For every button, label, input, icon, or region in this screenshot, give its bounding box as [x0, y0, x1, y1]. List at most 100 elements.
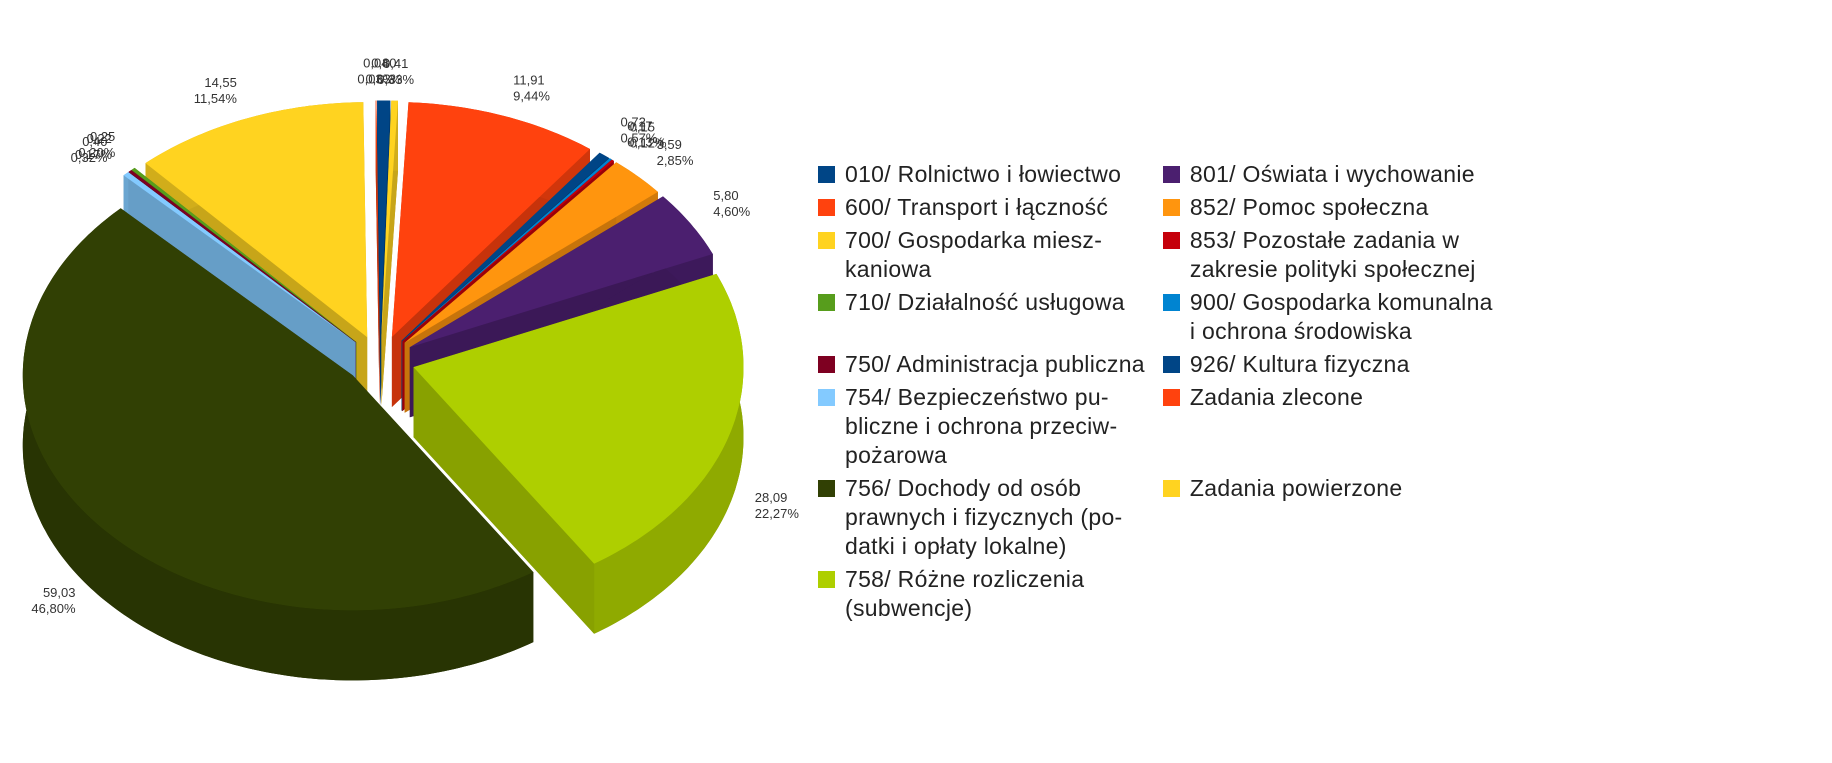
- legend-text: 853/ Pozostałe zadania w zakresie polity…: [1189, 227, 1476, 282]
- legend-item: 852/ Pomoc społeczna: [1162, 193, 1493, 222]
- legend-text: 754/ Bezpieczeństwo pu- bliczne i ochron…: [845, 384, 1118, 468]
- slice-side: [381, 100, 398, 406]
- legend-text: 801/ Oświata i wychowanie: [1189, 161, 1475, 187]
- value-label: 14,55: [204, 75, 237, 90]
- value-label: 5,80: [713, 188, 738, 203]
- slice: [377, 100, 391, 336]
- legend-swatch: [1162, 199, 1180, 216]
- slice-group: [413, 273, 744, 634]
- value-label: 0,41: [383, 56, 408, 71]
- legend-text: 750/ Administracja publiczna: [845, 351, 1145, 377]
- legend-item: 750/ Administracja publiczna: [818, 350, 1145, 379]
- slice-side: [22, 208, 534, 681]
- legend-item: 710/ Działalność usługowa: [818, 288, 1145, 346]
- legend: 010/ Rolnictwo i łowiectwo 600/ Transport…: [818, 160, 1493, 623]
- slice: [402, 159, 614, 342]
- chart: 0,800,63%0,040,03%14,5511,54%0,250,20%0,…: [22, 56, 800, 681]
- slice: [402, 158, 612, 341]
- slice-group: [22, 208, 534, 681]
- slice: [413, 273, 744, 564]
- legend-item: 754/ Bezpieczeństwo pu- bliczne i ochron…: [818, 383, 1145, 470]
- legend-swatch: [1162, 480, 1180, 497]
- legend-item: 600/ Transport i łączność: [818, 193, 1145, 222]
- legend-text: 710/ Działalność usługowa: [845, 289, 1125, 315]
- legend-text: 600/ Transport i łączność: [845, 194, 1109, 220]
- legend-item: 853/ Pozostałe zadania w zakresie polity…: [1162, 226, 1493, 284]
- percentage-label: 11,54%: [194, 91, 238, 106]
- percentage-label: 0,12%: [630, 136, 667, 151]
- percentage-label: 2,85%: [657, 153, 694, 168]
- value-label: 0,22: [87, 131, 112, 146]
- legend-text: 926/ Kultura fizyczna: [1189, 351, 1410, 377]
- value-label: 0,40: [82, 134, 107, 149]
- slice: [131, 167, 357, 342]
- value-label: 28,09: [755, 490, 788, 505]
- legend-swatch: [818, 389, 835, 406]
- legend-text: 758/ Różne rozliczenia (subwencje): [845, 566, 1085, 621]
- legend-item: Zadania zlecone: [1162, 383, 1493, 470]
- slice: [145, 102, 368, 338]
- value-label: 0,25: [90, 129, 115, 144]
- legend-item: Zadania powierzone: [1162, 474, 1493, 561]
- percentage-label: 0,13%: [627, 134, 664, 149]
- slice-side: [594, 273, 744, 634]
- legend-text: 010/ Rolnictwo i łowiectwo: [845, 161, 1122, 187]
- slice: [404, 162, 658, 343]
- legend-swatch: [1162, 232, 1180, 249]
- legend-item: 758/ Różne rozliczenia (subwencje): [818, 565, 1145, 623]
- legend-swatch: [818, 356, 835, 373]
- legend-swatch: [818, 480, 835, 497]
- percentage-label: 22,27%: [755, 506, 800, 521]
- legend-item: 926/ Kultura fizyczna: [1162, 350, 1493, 379]
- value-label: 0,80: [371, 56, 396, 71]
- percentage-label: 0,20%: [78, 145, 115, 160]
- value-label: 0,17: [627, 118, 652, 133]
- legend-swatch: [818, 199, 835, 216]
- legend-item: 801/ Oświata i wychowanie: [1162, 160, 1493, 189]
- slice: [22, 208, 534, 611]
- value-label: 11,91: [513, 72, 545, 87]
- value-label: 0,15: [630, 120, 655, 135]
- percentage-label: 0,03%: [357, 72, 394, 87]
- legend-swatch: [818, 166, 835, 183]
- percentage-label: 46,80%: [31, 601, 76, 616]
- legend-swatch: [1162, 166, 1180, 183]
- legend-text: 852/ Pomoc społeczna: [1189, 194, 1429, 220]
- slice: [391, 102, 590, 337]
- slice: [375, 100, 380, 336]
- legend-text: Zadania powierzone: [1189, 475, 1403, 501]
- value-label: 3,59: [657, 137, 682, 152]
- slice-side: [377, 100, 381, 406]
- slice-group: [381, 100, 398, 406]
- legend-text: 900/ Gospodarka komunalna i ochrona środ…: [1189, 289, 1493, 344]
- slice-side: [413, 367, 595, 634]
- legend-swatch: [818, 294, 835, 311]
- slice-side: [375, 100, 380, 406]
- percentage-label: 0,57%: [621, 130, 658, 145]
- legend-item: 756/ Dochody od osób prawnych i fizyczny…: [818, 474, 1145, 561]
- legend-item: 900/ Gospodarka komunalna i ochrona środ…: [1162, 288, 1493, 346]
- slice: [401, 152, 609, 341]
- value-label: 0,04: [363, 56, 388, 71]
- legend-swatch: [1162, 294, 1180, 311]
- legend-text: Zadania zlecone: [1189, 384, 1364, 410]
- legend-swatch: [818, 232, 835, 249]
- slice: [123, 172, 356, 343]
- slice-group: [375, 100, 380, 406]
- percentage-label: 0,17%: [75, 147, 112, 162]
- value-label: 59,03: [43, 585, 76, 600]
- legend-item: 700/ Gospodarka miesz- kaniowa: [818, 226, 1145, 284]
- legend-item: 010/ Rolnictwo i łowiectwo: [818, 160, 1145, 189]
- slice: [128, 170, 356, 343]
- percentage-label: 0,32%: [71, 150, 108, 165]
- legend-swatch: [1162, 356, 1180, 373]
- percentage-label: 4,60%: [713, 204, 750, 219]
- slice: [381, 100, 398, 336]
- value-label: 0,72: [621, 114, 646, 129]
- legend-text: 756/ Dochody od osób prawnych i fizyczny…: [845, 475, 1123, 559]
- legend-swatch: [1162, 389, 1180, 406]
- slice: [409, 196, 713, 348]
- percentage-label: 0,33%: [377, 72, 414, 87]
- percentage-label: 9,44%: [513, 88, 550, 103]
